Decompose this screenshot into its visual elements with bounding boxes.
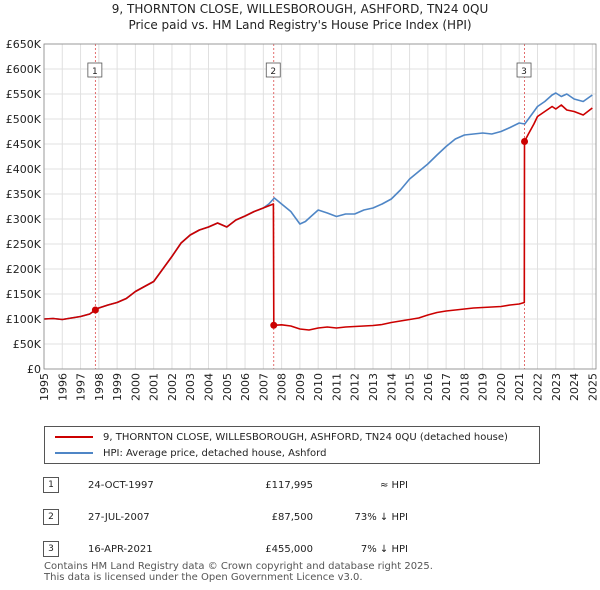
y-tick-label: £550K xyxy=(6,88,42,101)
x-tick-label: 2001 xyxy=(148,373,161,401)
x-tick-label: 1998 xyxy=(93,373,106,401)
x-tick-label: 1995 xyxy=(38,373,51,401)
sale-label-number: 2 xyxy=(270,67,276,77)
footer-licence: This data is licensed under the Open Gov… xyxy=(44,572,363,583)
y-tick-label: £150K xyxy=(6,288,42,301)
table-row: 3 16-APR-2021 £455,000 7% ↓ HPI xyxy=(40,533,408,565)
x-tick-label: 2025 xyxy=(586,373,599,401)
y-tick-label: £250K xyxy=(6,238,42,251)
x-tick-label: 2014 xyxy=(385,373,398,401)
x-tick-label: 2006 xyxy=(239,373,252,401)
x-tick-label: 2021 xyxy=(513,373,526,401)
sale-hpi-relation: ≈ HPI xyxy=(379,479,408,491)
y-axis: £0 £50K £100K £150K £200K £250K £300K £350K £400… xyxy=(6,38,42,376)
y-tick-label: £100K xyxy=(6,313,42,326)
sale-point xyxy=(270,321,278,329)
y-tick-label: £350K xyxy=(6,188,42,201)
sale-date: 16-APR-2021 xyxy=(88,543,153,555)
sale-point xyxy=(91,306,99,314)
x-tick-label: 2011 xyxy=(330,373,343,401)
sale-price: £455,000 xyxy=(265,543,313,555)
y-tick-label: £300K xyxy=(6,213,42,226)
grid-lines xyxy=(43,43,596,370)
x-tick-label: 1997 xyxy=(75,373,88,401)
property-price-line xyxy=(43,104,593,331)
table-row: 1 24-OCT-1997 £117,995 ≈ HPI xyxy=(40,469,408,501)
footer-copyright: Contains HM Land Registry data © Crown c… xyxy=(44,561,433,572)
x-tick-label: 2010 xyxy=(312,373,325,401)
sale-hpi-relation: 73% ↓ HPI xyxy=(354,511,408,523)
y-tick-label: £600K xyxy=(6,63,42,76)
y-tick-label: £200K xyxy=(6,263,42,276)
legend-label-property: 9, THORNTON CLOSE, WILLESBOROUGH, ASHFOR… xyxy=(103,431,508,443)
sale-label-box xyxy=(265,62,281,78)
sale-number-badge: 1 xyxy=(43,477,59,493)
x-tick-label: 1996 xyxy=(56,373,69,401)
y-tick-label: £650K xyxy=(6,38,42,51)
legend: 9, THORNTON CLOSE, WILLESBOROUGH, ASHFOR… xyxy=(44,426,540,464)
x-tick-label: 2008 xyxy=(276,373,289,401)
x-tick-label: 2017 xyxy=(440,373,453,401)
sale-labels: 1 2 3 xyxy=(87,62,532,78)
plot-frame xyxy=(43,43,597,370)
x-tick-label: 2002 xyxy=(166,373,179,401)
x-tick-label: 2018 xyxy=(458,373,471,401)
x-tick-label: 2020 xyxy=(495,373,508,401)
chart-subtitle: Price paid vs. HM Land Registry's House … xyxy=(128,18,472,32)
plot-area xyxy=(44,44,596,369)
legend-label-hpi: HPI: Average price, detached house, Ashf… xyxy=(103,447,327,459)
sale-number-badge: 3 xyxy=(43,541,59,557)
footer: Contains HM Land Registry data © Crown c… xyxy=(44,561,433,583)
x-axis: 1995 1996 1997 1998 1999 2000 2001 2002 2003 2004… xyxy=(38,373,599,401)
sale-label-box xyxy=(87,62,103,78)
price-chart: £0 £50K £100K £150K £200K £250K £300K £350K £400… xyxy=(6,38,600,401)
sale-date: 27-JUL-2007 xyxy=(88,511,150,523)
sale-label-box xyxy=(516,62,532,78)
sale-price: £117,995 xyxy=(265,479,313,491)
x-tick-label: 2000 xyxy=(129,373,142,401)
x-tick-label: 2016 xyxy=(422,373,435,401)
sale-points xyxy=(91,138,529,329)
x-tick-label: 2015 xyxy=(404,373,417,401)
legend-item-hpi: HPI: Average price, detached house, Ashf… xyxy=(55,445,326,461)
x-tick-label: 2024 xyxy=(568,373,581,401)
chart-title: 9, THORNTON CLOSE, WILLESBOROUGH, ASHFOR… xyxy=(111,2,489,16)
x-tick-label: 2013 xyxy=(367,373,380,401)
transactions-table: 1 24-OCT-1997 £117,995 ≈ HPI 2 27-JUL-20… xyxy=(40,469,408,565)
x-tick-label: 2022 xyxy=(532,373,545,401)
x-tick-label: 1999 xyxy=(111,373,124,401)
legend-item-property: 9, THORNTON CLOSE, WILLESBOROUGH, ASHFOR… xyxy=(55,429,508,445)
x-tick-label: 2019 xyxy=(477,373,490,401)
y-tick-label: £400K xyxy=(6,163,42,176)
sale-label-number: 1 xyxy=(92,67,98,77)
x-tick-label: 2012 xyxy=(349,373,362,401)
x-tick-label: 2007 xyxy=(257,373,270,401)
sale-number-badge: 2 xyxy=(43,509,59,525)
legend-swatch-property xyxy=(55,436,93,438)
x-tick-label: 2005 xyxy=(221,373,234,401)
y-tick-label: £50K xyxy=(13,338,42,351)
legend-swatch-hpi xyxy=(55,452,93,454)
y-tick-label: £500K xyxy=(6,113,42,126)
sale-label-number: 3 xyxy=(521,67,527,77)
y-tick-label: £0 xyxy=(27,363,41,376)
sale-point xyxy=(521,138,529,145)
sale-hpi-relation: 7% ↓ HPI xyxy=(360,543,408,555)
sale-price: £87,500 xyxy=(271,511,313,523)
table-row: 2 27-JUL-2007 £87,500 73% ↓ HPI xyxy=(40,501,408,533)
x-tick-label: 2023 xyxy=(550,373,563,401)
sale-date: 24-OCT-1997 xyxy=(88,479,154,491)
x-tick-label: 2004 xyxy=(203,373,216,401)
x-tick-label: 2003 xyxy=(184,373,197,401)
series-lines xyxy=(43,92,593,331)
x-tick-label: 2009 xyxy=(294,373,307,401)
y-tick-label: £450K xyxy=(6,138,42,151)
